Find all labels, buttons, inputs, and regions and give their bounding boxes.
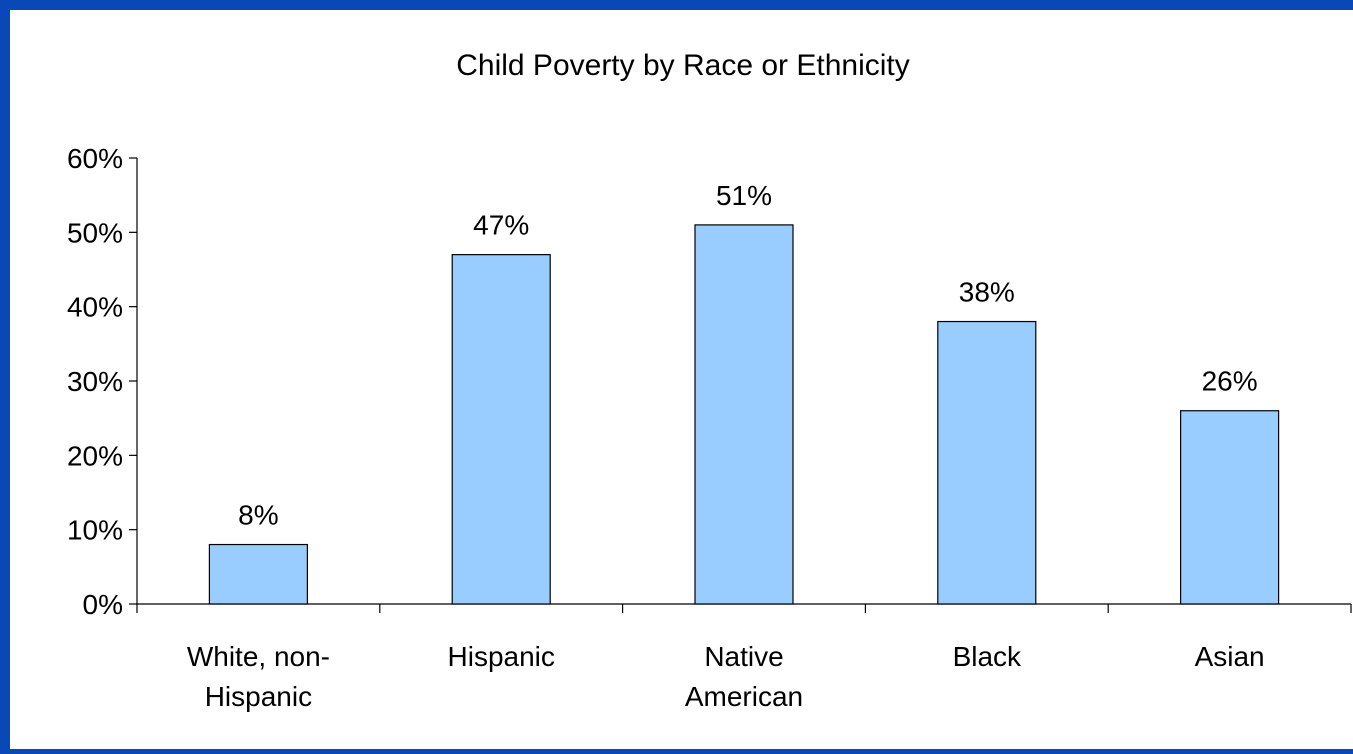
y-axis: 0% 10% 20% 30% 40% 50% 60%: [67, 143, 138, 620]
category-label: Asian: [1195, 641, 1265, 672]
category-label: Native: [704, 641, 783, 672]
chart-frame: Child Poverty by Race or Ethnicity 0% 10%…: [10, 10, 1353, 749]
bar: [1179, 410, 1280, 605]
category-label: Hispanic: [448, 641, 555, 672]
y-tick-label: 0%: [83, 589, 123, 620]
bars: [208, 224, 1280, 605]
data-label: 47%: [473, 210, 529, 241]
y-tick-label: 10%: [67, 515, 123, 546]
category-label: White, non-: [187, 641, 330, 672]
category-label: Black: [953, 641, 1022, 672]
x-axis: [136, 603, 1352, 613]
bar: [451, 254, 551, 605]
data-label: 38%: [959, 277, 1015, 308]
data-label: 8%: [238, 500, 278, 531]
category-labels: White, non- Hispanic Hispanic Native America…: [187, 641, 1265, 712]
y-tick-label: 20%: [67, 440, 123, 471]
data-label: 26%: [1202, 366, 1258, 397]
data-labels: 8% 47% 51% 38% 26%: [238, 180, 1257, 531]
category-label: Hispanic: [205, 681, 312, 712]
bar-chart: Child Poverty by Race or Ethnicity 0% 10%…: [67, 49, 1352, 712]
y-tick-label: 50%: [67, 217, 123, 248]
bar: [208, 543, 308, 605]
bar: [694, 224, 794, 605]
y-tick-label: 40%: [67, 292, 123, 323]
category-label: American: [685, 681, 803, 712]
y-tick-label: 60%: [67, 143, 123, 174]
y-tick-label: 30%: [67, 366, 123, 397]
data-label: 51%: [716, 180, 772, 211]
chart-title: Child Poverty by Race or Ethnicity: [456, 49, 910, 82]
bar: [937, 320, 1037, 605]
